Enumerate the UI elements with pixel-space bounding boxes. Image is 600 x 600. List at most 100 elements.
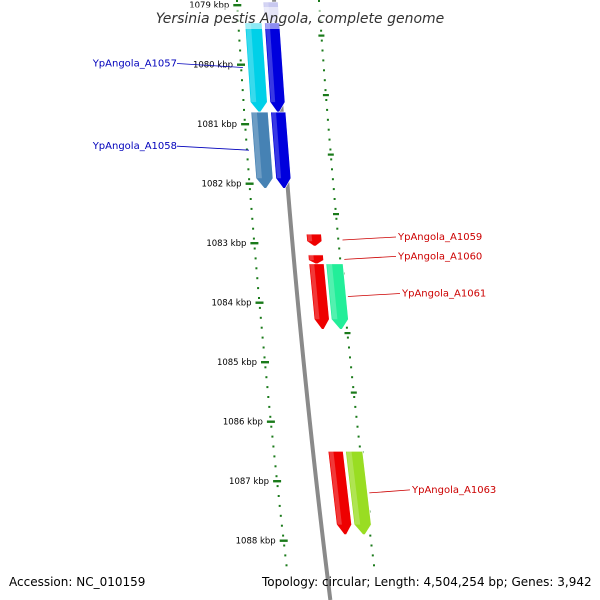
scale-dot-outer [283,544,286,547]
gene-label[interactable]: YpAngola_A1057 [92,59,177,70]
scale-dot-outer [248,188,251,191]
scale-dot-outer [285,564,288,567]
scale-dot-inner [336,227,339,230]
gene-label[interactable]: YpAngola_A1063 [411,485,496,496]
scale-dot-outer [273,455,276,458]
scale-dot-outer [260,326,263,329]
scale-dot-inner [320,29,323,32]
scale-dot-inner [345,326,348,329]
scale-tick-inner [322,94,329,97]
feature-shade [252,112,262,179]
tick-label: 1086 kbp [223,418,263,428]
scale-dot-inner [323,69,325,72]
scale-dot-outer [248,178,251,181]
scale-dot-inner [356,425,359,428]
scale-dot-inner [332,188,335,191]
scale-dot-outer [282,534,285,537]
label-layer: YpAngola_A1057 YpAngola_A1058 YpAngola_A10… [92,59,497,496]
scale-dot-outer [266,386,269,389]
scale-dot-inner [326,108,329,111]
scale-dot-outer [272,445,275,448]
tick-label: 1083 kbp [206,239,246,249]
scale-dot-outer [236,0,238,2]
scale-tick [237,63,245,66]
scale-tick [250,242,259,245]
scale-dot-outer [255,267,258,270]
scale-dot-inner [349,356,351,359]
scale-dot-outer [254,257,257,260]
scale-dot-inner [331,168,333,171]
feature-ypangola-a1058[interactable] [250,111,274,189]
scale-dot-inner [346,336,349,339]
scale-tick-inner [333,213,339,216]
scale-dot-outer [247,168,250,171]
label-leader [176,63,243,68]
gene-label[interactable]: YpAngola_A1061 [401,289,486,300]
feature-shade [309,254,314,261]
topology-text: Topology: circular; Length: 4,504,254 bp… [261,575,592,589]
scale-tick-inner [350,391,357,394]
feature-shade [307,234,313,242]
feature-arrow[interactable] [270,111,292,189]
scale-dot-outer [250,207,253,210]
title-backdrop [150,7,450,29]
feature-shade [329,451,342,525]
scale-dot-inner [358,445,361,448]
scale-dot-inner [322,59,325,62]
scale-dot-outer [261,336,264,339]
gene-label[interactable]: YpAngola_A1058 [92,141,177,152]
label-leader [347,293,401,297]
scale-dot-outer [241,89,244,92]
scale-dot-outer [259,316,262,319]
tick-label: 1088 kbp [236,537,276,547]
scale-dot-inner [337,237,340,240]
accession-text: Accession: NC_010159 [9,575,145,589]
scale-dot-outer [252,237,255,240]
feature-arrow[interactable] [327,450,352,535]
scale-dot-outer [258,297,260,299]
scale-dot-outer [269,415,272,418]
scale-dot-outer [240,69,243,72]
scale-dot-outer [274,465,277,468]
scale-dot-outer [258,306,261,309]
scale-dot-outer [257,287,260,290]
scale-dot-inner [329,148,332,151]
label-leader [342,236,397,241]
scale-dot-inner [371,554,374,557]
feature-layer [244,1,372,535]
scale-tick [245,182,254,185]
scale-dot-outer [238,39,241,42]
scale-dot-outer [243,108,245,111]
gene-label[interactable]: YpAngola_A1060 [397,251,482,262]
tick-label: 1085 kbp [217,358,257,368]
scale-dot-outer [245,148,248,151]
feature-ypangola-a1063[interactable] [345,450,372,535]
feature-arrow[interactable] [308,263,330,330]
scale-dot-inner [333,198,336,200]
feature-shade [310,263,320,320]
label-leader [369,489,411,494]
scale-dot-inner [351,376,354,379]
scale-tick [233,4,242,7]
scale-dot-outer [241,79,243,82]
scale-tick [279,539,288,542]
scale-tick [261,361,269,364]
scale-dot-inner [335,217,338,220]
scale-dot-inner [318,0,320,2]
scale-dot-inner [353,396,356,398]
feature-ypangola-a1059[interactable] [305,233,323,247]
scale-dot-inner [321,49,324,52]
scale-dot-inner [326,118,329,121]
scale-tick [273,480,282,483]
scale-dot-outer [253,247,256,250]
feature-shade [327,263,338,320]
gene-label[interactable]: YpAngola_A1059 [397,232,482,243]
tick-label: 1079 kbp [189,1,229,11]
feature-shade [346,451,361,525]
scale-dot-outer [249,198,252,200]
scale-dot-inner [357,435,360,438]
feature-ypangola-a1061[interactable] [325,263,349,330]
scale-dot-outer [251,217,254,220]
tick-label: 1081 kbp [197,120,237,130]
scale-dot-outer [256,277,259,280]
